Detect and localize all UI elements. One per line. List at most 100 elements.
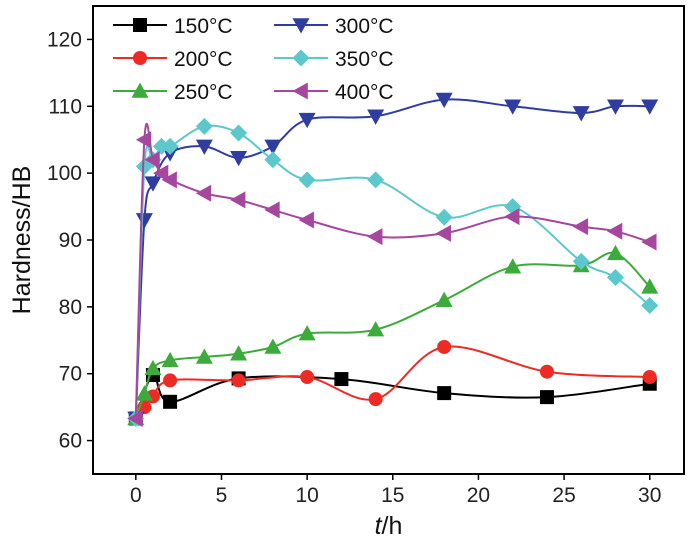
data-point bbox=[153, 164, 169, 182]
y-tick-label: 110 bbox=[49, 95, 82, 118]
y-tick-label: 120 bbox=[47, 28, 82, 51]
data-point bbox=[367, 109, 385, 125]
legend-marker bbox=[292, 18, 310, 34]
y-tick-label: 100 bbox=[47, 162, 82, 185]
data-point bbox=[539, 364, 554, 379]
data-point bbox=[435, 291, 453, 307]
data-point bbox=[298, 325, 316, 341]
y-axis: 60 70 80 90 100 110 120 bbox=[47, 28, 93, 453]
data-point bbox=[144, 176, 162, 192]
data-point bbox=[230, 345, 248, 361]
data-point bbox=[161, 171, 177, 189]
data-point bbox=[504, 99, 522, 115]
data-point bbox=[161, 137, 179, 155]
legend-label: 350°C bbox=[335, 48, 394, 71]
data-point bbox=[144, 151, 160, 169]
data-point bbox=[504, 258, 522, 274]
data-point bbox=[606, 244, 624, 261]
series-1 bbox=[128, 339, 657, 426]
data-point bbox=[641, 297, 659, 315]
x-tick-label: 5 bbox=[216, 484, 228, 507]
plot-frame bbox=[92, 5, 685, 475]
data-point bbox=[264, 151, 282, 169]
data-point bbox=[641, 278, 659, 294]
data-point bbox=[195, 117, 213, 135]
legend-label: 200°C bbox=[174, 48, 233, 71]
series-0 bbox=[128, 368, 657, 426]
x-axis: 0 5 10 15 20 25 30 bbox=[130, 474, 661, 507]
x-tick-label: 25 bbox=[552, 484, 575, 507]
x-tick-label: 0 bbox=[130, 484, 142, 507]
legend: 150°C 200°C 250°C 300°C 350°C 400°C bbox=[113, 15, 394, 104]
x-tick-label: 15 bbox=[381, 484, 404, 507]
y-tick-label: 70 bbox=[59, 363, 82, 386]
data-point bbox=[163, 394, 178, 409]
series-2 bbox=[127, 244, 659, 426]
data-point bbox=[230, 124, 248, 142]
data-point bbox=[264, 139, 282, 155]
legend-item: 400°C bbox=[274, 81, 394, 104]
data-point bbox=[153, 137, 171, 155]
series-line bbox=[134, 251, 651, 419]
data-point bbox=[264, 201, 280, 219]
data-point bbox=[367, 228, 383, 246]
y-axis-title: Hardness/HB bbox=[8, 166, 36, 315]
data-point bbox=[135, 131, 152, 149]
data-point bbox=[230, 191, 246, 209]
legend-marker bbox=[292, 49, 310, 67]
legend-marker bbox=[133, 51, 147, 65]
data-point bbox=[298, 112, 316, 129]
data-point bbox=[435, 92, 453, 109]
x-axis-title: t/h bbox=[375, 512, 403, 540]
legend-label: 250°C bbox=[174, 81, 233, 104]
data-point bbox=[231, 373, 246, 388]
series-line bbox=[134, 98, 650, 419]
data-point bbox=[606, 268, 624, 286]
data-point bbox=[606, 222, 623, 240]
legend-item: 250°C bbox=[113, 81, 233, 104]
data-point bbox=[539, 390, 554, 405]
data-point bbox=[163, 373, 178, 388]
y-tick-label: 90 bbox=[59, 229, 82, 252]
series-5 bbox=[127, 122, 657, 428]
data-point bbox=[435, 208, 453, 226]
data-point bbox=[367, 321, 385, 337]
data-point bbox=[641, 233, 657, 251]
y-tick-label: 80 bbox=[59, 296, 82, 319]
data-point bbox=[135, 385, 153, 401]
data-point bbox=[195, 184, 212, 202]
data-point bbox=[435, 224, 451, 242]
data-point bbox=[161, 351, 179, 368]
data-point bbox=[144, 359, 162, 376]
y-tick-label: 60 bbox=[59, 430, 82, 453]
data-point bbox=[572, 252, 590, 270]
data-point bbox=[135, 213, 153, 229]
data-point bbox=[334, 372, 349, 387]
x-tick-label: 10 bbox=[295, 484, 318, 507]
data-point bbox=[572, 106, 590, 122]
legend-label: 150°C bbox=[174, 15, 233, 38]
x-tick-label: 30 bbox=[638, 484, 661, 507]
legend-marker bbox=[131, 82, 149, 98]
data-point bbox=[195, 348, 213, 364]
data-point bbox=[504, 208, 520, 226]
x-tick-label: 20 bbox=[467, 484, 490, 507]
series-layer bbox=[127, 92, 659, 428]
legend-item: 350°C bbox=[274, 48, 394, 71]
data-point bbox=[641, 99, 659, 115]
legend-item: 200°C bbox=[113, 48, 233, 71]
data-point bbox=[298, 171, 316, 189]
data-point bbox=[195, 139, 213, 155]
data-point bbox=[642, 370, 657, 385]
data-point bbox=[572, 218, 589, 236]
data-point bbox=[127, 410, 143, 428]
data-point bbox=[437, 386, 452, 401]
legend-item: 300°C bbox=[274, 15, 394, 38]
data-point bbox=[606, 99, 624, 115]
legend-label: 300°C bbox=[335, 15, 394, 38]
data-point bbox=[367, 171, 385, 189]
legend-marker bbox=[133, 18, 147, 32]
data-point bbox=[298, 211, 314, 229]
data-point bbox=[230, 150, 248, 167]
